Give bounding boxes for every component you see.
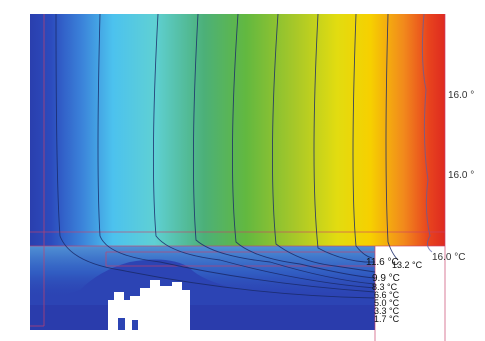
cavity-slot-b [132, 320, 138, 330]
isotherm-13-2 [352, 13, 373, 259]
cluster-label-3-3: 3.3 °C [374, 306, 400, 316]
isotherm-3-3 [97, 13, 376, 293]
cavity-void [108, 280, 190, 330]
isotherm-8-3 [231, 13, 376, 279]
cluster-label-5-0: 5.0 °C [374, 298, 400, 308]
isotherm-lines [55, 13, 399, 299]
isotherm-6-6 [192, 13, 376, 285]
cluster-label-1-7: 1.7 °C [374, 314, 400, 324]
cavity-slot-a [118, 318, 125, 330]
edge-label-2: 16.0 ° [448, 170, 474, 181]
isotherm-14-8 [385, 13, 399, 261]
isotherm-5-0 [152, 13, 376, 289]
isotherm-value-labels: 11.6 °C 13.2 °C 9.9 °C 8.3 °C 6.6 °C 5.0… [366, 257, 423, 324]
cold-base-strip [30, 305, 375, 330]
isotherm-1-7 [55, 13, 376, 299]
hot-side-boundary [421, 13, 433, 253]
thermal-field-upper [30, 14, 445, 246]
edge-label-1: 16.0 ° [448, 90, 474, 101]
cluster-label-13-2: 13.2 °C [392, 260, 423, 270]
cluster-label-11-6: 11.6 °C [366, 257, 399, 268]
cluster-label-8-3: 8.3 °C [372, 282, 398, 292]
material-boundaries [30, 14, 446, 341]
no-data-area [375, 268, 485, 341]
transition-band [30, 246, 375, 300]
edge-label-3: 16.0 °C [432, 252, 465, 263]
isotherm-11-6 [313, 13, 375, 263]
cluster-label-6-6: 6.6 °C [374, 290, 400, 300]
isotherm-9-9 [271, 13, 376, 273]
cluster-label-9-9: 9.9 °C [372, 273, 400, 284]
